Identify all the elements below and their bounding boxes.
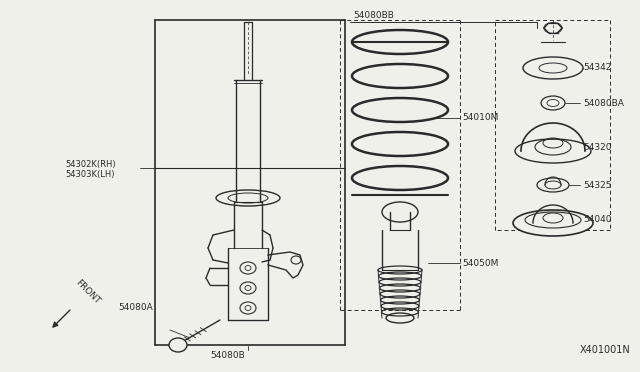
Ellipse shape [523,57,583,79]
Text: 54325: 54325 [583,180,611,189]
Text: 54320: 54320 [583,144,611,153]
Text: 54303K(LH): 54303K(LH) [65,170,115,180]
Ellipse shape [169,338,187,352]
Text: 54080B: 54080B [210,350,244,359]
Ellipse shape [541,96,565,110]
Text: 54040: 54040 [583,215,611,224]
Text: 54302K(RH): 54302K(RH) [65,160,116,169]
Ellipse shape [513,210,593,236]
Text: 54080A: 54080A [118,304,153,312]
Text: 54342: 54342 [583,64,611,73]
Text: 54080BB: 54080BB [353,11,394,20]
Text: FRONT: FRONT [74,278,102,306]
Text: X401001N: X401001N [579,345,630,355]
Ellipse shape [515,139,591,163]
Text: 54010M: 54010M [462,113,499,122]
Text: 54080BA: 54080BA [583,99,624,108]
Ellipse shape [537,178,569,192]
Text: 54050M: 54050M [462,259,499,267]
